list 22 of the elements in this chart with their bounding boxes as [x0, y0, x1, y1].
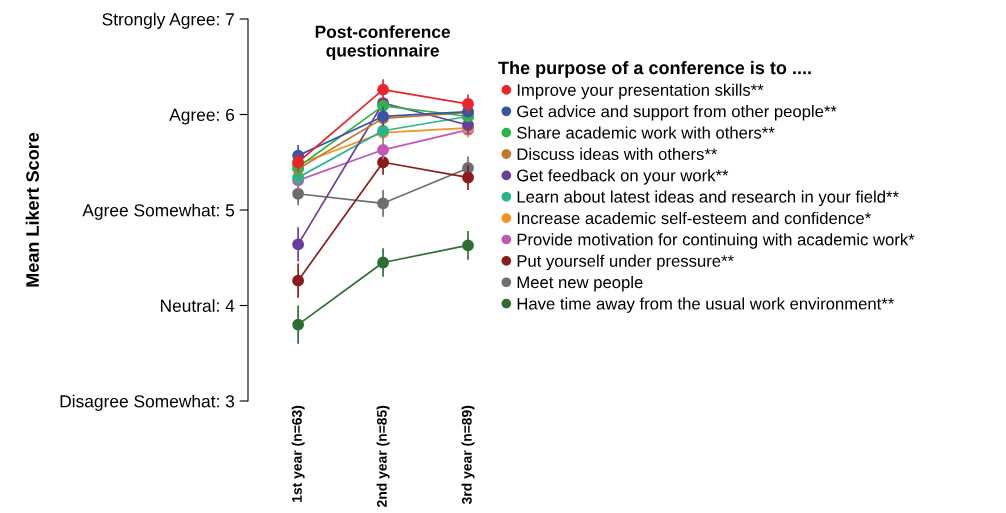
- legend-label: Improve your presentation skills**: [517, 83, 764, 100]
- legend-label: Learn about latest ideas and research in your field**: [517, 190, 899, 207]
- x-tick-label: 1st year (n=63): [291, 405, 305, 502]
- y-tick-label: Disagree Somewhat: 3: [60, 394, 235, 411]
- y-tick-label: Neutral: 4: [160, 299, 235, 312]
- legend-label: Discuss ideas with others**: [517, 147, 718, 161]
- legend-label: Get advice and support from other people**: [517, 105, 837, 121]
- legend-label: Increase academic self-esteem and confidence*: [517, 211, 871, 225]
- y-tick-label: Agree Somewhat: 5: [82, 203, 235, 220]
- legend-label: Have time away from the usual work environment**: [517, 297, 895, 313]
- y-axis-title: Mean Likert Score: [25, 132, 39, 287]
- legend-label: Share academic work with others**: [517, 126, 775, 139]
- legend-label: Put yourself under pressure**: [517, 254, 734, 271]
- legend-title: The purpose of a conference is to ....: [498, 61, 811, 78]
- legend-label: Meet new people: [517, 275, 643, 292]
- x-tick-label: 2nd year (n=85): [376, 405, 390, 507]
- y-tick-label: Agree: 6: [169, 108, 235, 125]
- x-tick-label: 3rd year (n=89): [461, 405, 475, 505]
- y-tick-label: Strongly Agree: 7: [102, 12, 234, 29]
- legend-label: Get feedback on your work**: [517, 169, 729, 185]
- legend-label: Provide motivation for continuing with academic work*: [517, 233, 915, 249]
- text: Post-conference questionnaire: [315, 25, 451, 61]
